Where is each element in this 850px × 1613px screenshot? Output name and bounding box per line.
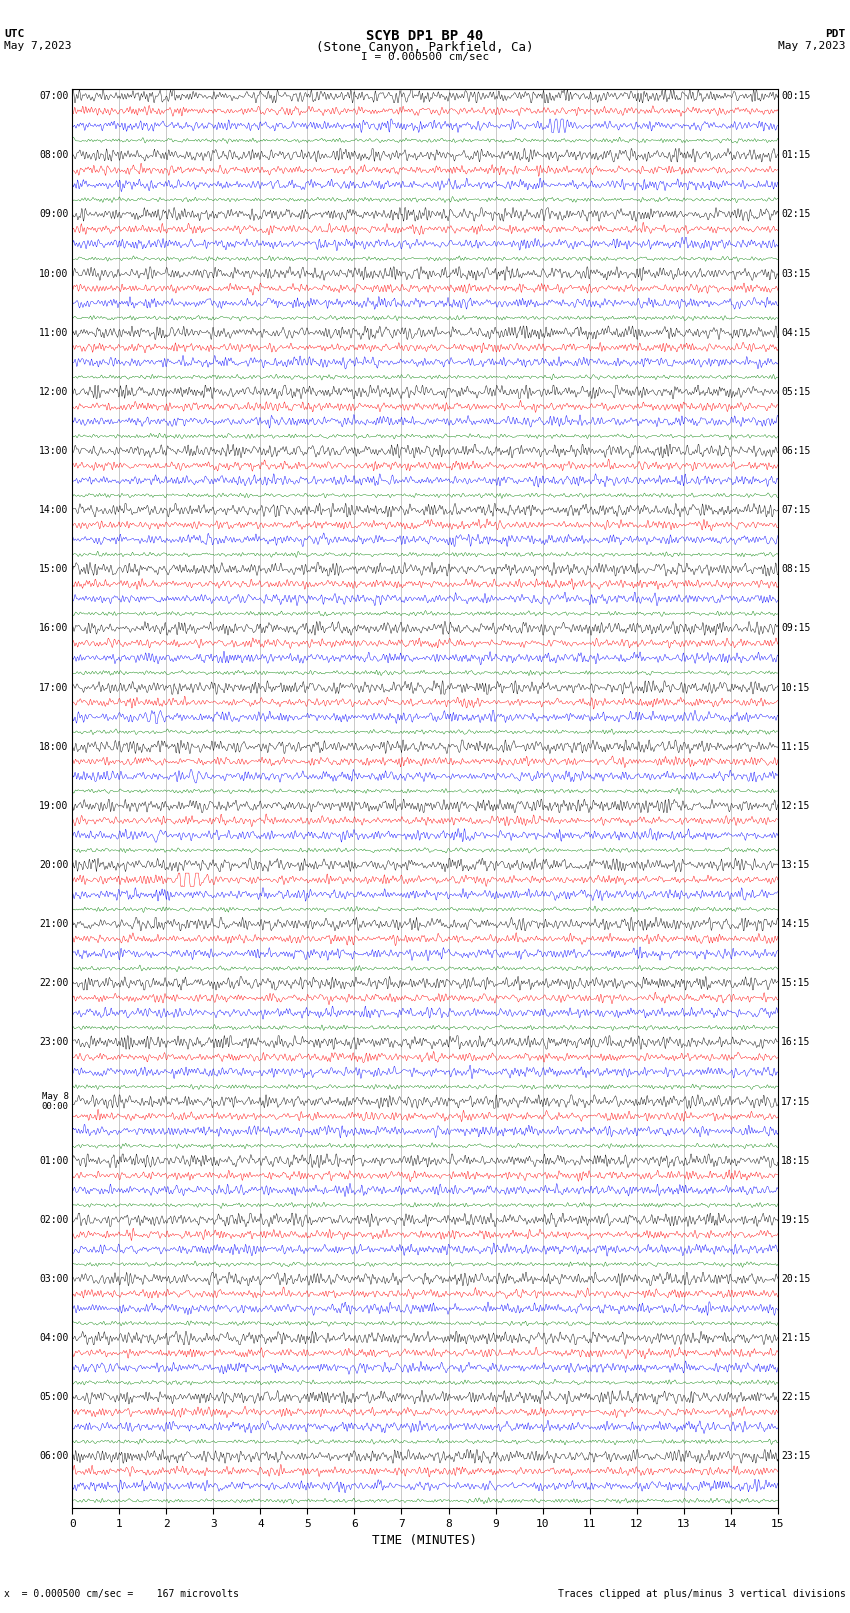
Text: 06:00: 06:00: [39, 1452, 69, 1461]
Text: 21:15: 21:15: [781, 1332, 811, 1344]
Text: 17:00: 17:00: [39, 682, 69, 692]
Text: May 7,2023: May 7,2023: [4, 40, 71, 52]
Text: 04:15: 04:15: [781, 327, 811, 337]
Text: 22:00: 22:00: [39, 977, 69, 989]
Text: 14:00: 14:00: [39, 505, 69, 515]
Text: 11:15: 11:15: [781, 742, 811, 752]
Text: 06:15: 06:15: [781, 445, 811, 456]
Text: 03:00: 03:00: [39, 1274, 69, 1284]
Text: 17:15: 17:15: [781, 1097, 811, 1107]
Text: 07:00: 07:00: [39, 90, 69, 102]
Text: 05:00: 05:00: [39, 1392, 69, 1402]
Text: 04:00: 04:00: [39, 1332, 69, 1344]
Text: 13:00: 13:00: [39, 445, 69, 456]
Text: 20:15: 20:15: [781, 1274, 811, 1284]
Text: 22:15: 22:15: [781, 1392, 811, 1402]
Text: 09:00: 09:00: [39, 210, 69, 219]
Text: 12:00: 12:00: [39, 387, 69, 397]
Text: 18:15: 18:15: [781, 1155, 811, 1166]
Text: (Stone Canyon, Parkfield, Ca): (Stone Canyon, Parkfield, Ca): [316, 40, 534, 55]
Text: Traces clipped at plus/minus 3 vertical divisions: Traces clipped at plus/minus 3 vertical …: [558, 1589, 846, 1598]
Text: May 8
00:00: May 8 00:00: [42, 1092, 69, 1111]
Text: SCYB DP1 BP 40: SCYB DP1 BP 40: [366, 29, 484, 44]
Text: 10:00: 10:00: [39, 268, 69, 279]
Text: 02:00: 02:00: [39, 1215, 69, 1224]
X-axis label: TIME (MINUTES): TIME (MINUTES): [372, 1534, 478, 1547]
Text: 00:15: 00:15: [781, 90, 811, 102]
Text: 15:15: 15:15: [781, 977, 811, 989]
Text: 20:00: 20:00: [39, 860, 69, 869]
Text: 07:15: 07:15: [781, 505, 811, 515]
Text: 21:00: 21:00: [39, 919, 69, 929]
Text: 05:15: 05:15: [781, 387, 811, 397]
Text: May 7,2023: May 7,2023: [779, 40, 846, 52]
Text: 10:15: 10:15: [781, 682, 811, 692]
Text: UTC: UTC: [4, 29, 25, 39]
Text: 16:15: 16:15: [781, 1037, 811, 1047]
Text: 01:00: 01:00: [39, 1155, 69, 1166]
Text: 16:00: 16:00: [39, 623, 69, 634]
Text: 18:00: 18:00: [39, 742, 69, 752]
Text: 12:15: 12:15: [781, 800, 811, 811]
Text: x  = 0.000500 cm/sec =    167 microvolts: x = 0.000500 cm/sec = 167 microvolts: [4, 1589, 239, 1598]
Text: 23:15: 23:15: [781, 1452, 811, 1461]
Text: 01:15: 01:15: [781, 150, 811, 160]
Text: 11:00: 11:00: [39, 327, 69, 337]
Text: 02:15: 02:15: [781, 210, 811, 219]
Text: 13:15: 13:15: [781, 860, 811, 869]
Text: PDT: PDT: [825, 29, 846, 39]
Text: 14:15: 14:15: [781, 919, 811, 929]
Text: 08:00: 08:00: [39, 150, 69, 160]
Text: 09:15: 09:15: [781, 623, 811, 634]
Text: I = 0.000500 cm/sec: I = 0.000500 cm/sec: [361, 52, 489, 63]
Text: 03:15: 03:15: [781, 268, 811, 279]
Text: 15:00: 15:00: [39, 565, 69, 574]
Text: 19:00: 19:00: [39, 800, 69, 811]
Text: 19:15: 19:15: [781, 1215, 811, 1224]
Text: 08:15: 08:15: [781, 565, 811, 574]
Text: 23:00: 23:00: [39, 1037, 69, 1047]
